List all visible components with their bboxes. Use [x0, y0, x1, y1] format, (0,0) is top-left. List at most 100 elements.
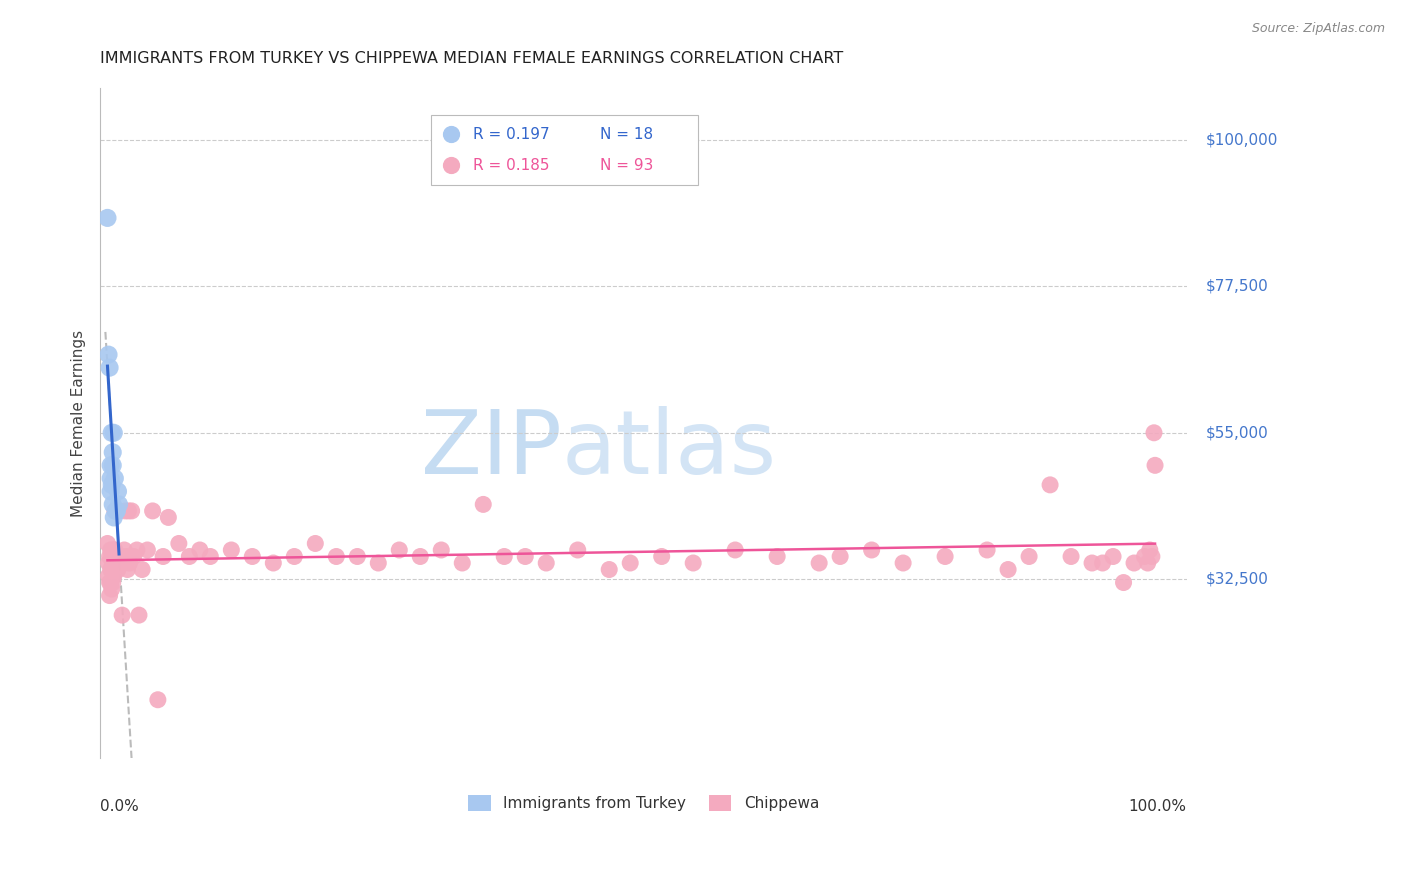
Text: ZIP: ZIP: [422, 407, 562, 493]
Point: [100, 425, 122, 440]
Point: [1139, 543, 1161, 558]
Point: [112, 543, 135, 558]
Point: [108, 497, 131, 511]
Point: [104, 504, 127, 518]
Point: [100, 471, 122, 485]
Point: [157, 510, 180, 524]
Point: [934, 549, 956, 564]
Point: [830, 549, 852, 564]
Point: [766, 549, 789, 564]
Point: [1123, 556, 1146, 570]
Point: [103, 425, 125, 440]
Point: [1144, 458, 1167, 473]
Point: [891, 556, 914, 570]
Point: [98, 360, 121, 375]
Point: [131, 562, 153, 576]
Point: [1143, 425, 1166, 440]
Point: [240, 549, 263, 564]
Point: [104, 504, 127, 518]
Point: [283, 549, 305, 564]
Point: [110, 549, 132, 564]
Point: [98, 589, 121, 603]
Point: [651, 549, 673, 564]
Point: [104, 543, 127, 558]
Point: [179, 549, 201, 564]
Point: [1136, 556, 1159, 570]
Text: 0.0%: 0.0%: [100, 798, 139, 814]
Text: R = 0.185: R = 0.185: [472, 158, 550, 173]
Point: [142, 504, 165, 518]
Point: [200, 549, 222, 564]
Point: [619, 556, 641, 570]
Point: [104, 471, 127, 485]
Point: [598, 562, 620, 576]
Point: [1133, 549, 1156, 564]
Point: [117, 504, 139, 518]
Point: [97, 556, 120, 570]
Text: N = 18: N = 18: [600, 127, 652, 142]
Point: [107, 549, 129, 564]
Point: [152, 549, 174, 564]
Point: [808, 556, 831, 570]
Text: IMMIGRANTS FROM TURKEY VS CHIPPEWA MEDIAN FEMALE EARNINGS CORRELATION CHART: IMMIGRANTS FROM TURKEY VS CHIPPEWA MEDIA…: [100, 51, 844, 66]
Point: [112, 556, 135, 570]
Point: [100, 484, 122, 499]
Point: [96, 536, 118, 550]
Text: Source: ZipAtlas.com: Source: ZipAtlas.com: [1251, 22, 1385, 36]
FancyBboxPatch shape: [432, 114, 697, 185]
Point: [1081, 556, 1104, 570]
Point: [1102, 549, 1125, 564]
Point: [100, 543, 122, 558]
Point: [105, 549, 128, 564]
Point: [451, 556, 474, 570]
Point: [101, 575, 124, 590]
Point: [96, 211, 118, 225]
Text: atlas: atlas: [562, 407, 778, 493]
Point: [103, 569, 125, 583]
Point: [100, 458, 122, 473]
Point: [515, 549, 537, 564]
Point: [367, 556, 389, 570]
Point: [409, 549, 432, 564]
Point: [98, 549, 121, 564]
Point: [97, 569, 120, 583]
Point: [98, 575, 121, 590]
Point: [125, 543, 148, 558]
Point: [117, 562, 139, 576]
Text: R = 0.197: R = 0.197: [472, 127, 550, 142]
Point: [1140, 549, 1163, 564]
Point: [472, 497, 495, 511]
Point: [146, 692, 169, 706]
Point: [1018, 549, 1040, 564]
Point: [101, 445, 124, 459]
Point: [108, 556, 131, 570]
Point: [104, 549, 127, 564]
Point: [567, 543, 589, 558]
Text: N = 93: N = 93: [600, 158, 654, 173]
Point: [433, 784, 456, 798]
Point: [1091, 556, 1114, 570]
Point: [494, 549, 516, 564]
Text: $55,000: $55,000: [1206, 425, 1268, 441]
Point: [997, 562, 1019, 576]
Point: [108, 549, 131, 564]
Point: [101, 497, 124, 511]
Point: [114, 504, 136, 518]
Point: [1112, 575, 1135, 590]
Point: [536, 556, 558, 570]
Point: [860, 543, 883, 558]
Point: [108, 504, 131, 518]
Text: $32,500: $32,500: [1206, 572, 1270, 587]
Point: [118, 556, 141, 570]
Point: [304, 536, 326, 550]
Point: [430, 543, 453, 558]
Point: [103, 510, 125, 524]
Point: [100, 562, 122, 576]
Y-axis label: Median Female Earnings: Median Female Earnings: [72, 329, 86, 516]
Point: [128, 608, 150, 623]
Point: [122, 549, 145, 564]
Point: [262, 556, 284, 570]
Point: [346, 549, 368, 564]
Point: [100, 478, 122, 492]
Legend: Immigrants from Turkey, Chippewa: Immigrants from Turkey, Chippewa: [468, 795, 820, 811]
